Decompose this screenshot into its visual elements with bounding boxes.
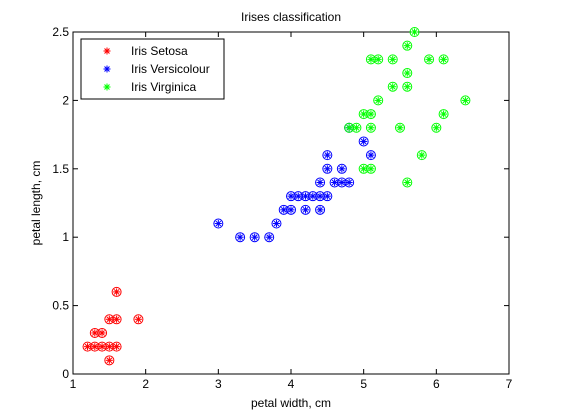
chart-title: Irises classification	[241, 10, 341, 24]
x-axis-ticks: 1 2 3 4 5 6 7	[70, 32, 513, 391]
data-point-series-2	[358, 136, 369, 147]
y-tick-label: 0	[62, 367, 69, 381]
data-point-series-3	[402, 177, 413, 188]
data-point-series-2	[307, 191, 318, 202]
data-point-series-2	[322, 191, 333, 202]
data-point-series-3	[402, 40, 413, 51]
data-point-series-2	[315, 204, 326, 215]
legend-label: Iris Versicolour	[131, 62, 210, 76]
legend-label: Iris Setosa	[131, 44, 188, 58]
data-point-series-1	[111, 314, 122, 325]
y-axis-ticks: 0 0.5 1 1.5 2 2.5	[52, 25, 509, 381]
data-point-series-3	[395, 122, 405, 133]
data-point-series-3	[460, 95, 471, 106]
data-point-series-2	[235, 232, 246, 243]
data-point-series-2	[300, 191, 311, 202]
y-tick-label: 2	[62, 93, 69, 107]
x-tick-label: 7	[506, 377, 513, 391]
data-point-series-3	[387, 54, 398, 65]
data-point-series-3	[416, 150, 427, 161]
data-point-series-2	[365, 150, 376, 161]
data-points	[82, 27, 471, 366]
x-tick-label: 5	[360, 377, 367, 391]
data-point-series-3	[387, 81, 398, 92]
data-point-series-3	[424, 54, 435, 65]
data-point-series-3	[409, 27, 420, 37]
data-point-series-2	[315, 177, 326, 188]
legend-entry: Iris Setosa	[103, 44, 188, 58]
data-point-series-3	[373, 54, 384, 65]
data-point-series-3	[402, 68, 413, 79]
legend-marker	[103, 47, 111, 55]
y-tick-label: 2.5	[52, 25, 69, 39]
data-point-series-2	[322, 150, 333, 161]
data-point-series-3	[402, 81, 413, 92]
data-point-series-2	[264, 232, 275, 243]
y-axis-label: petal length, cm	[29, 161, 43, 246]
data-point-series-1	[97, 327, 108, 338]
y-tick-label: 0.5	[52, 299, 69, 313]
data-point-series-3	[431, 122, 442, 133]
data-point-series-3	[365, 109, 376, 120]
x-axis-label: petal width, cm	[251, 396, 331, 410]
data-point-series-3	[438, 109, 449, 120]
data-point-series-2	[336, 163, 347, 174]
legend-entry: Iris Versicolour	[103, 62, 210, 76]
x-tick-label: 4	[288, 377, 295, 391]
x-tick-label: 1	[70, 377, 77, 391]
data-point-series-2	[249, 232, 260, 243]
data-point-series-3	[365, 122, 376, 133]
data-point-series-2	[344, 177, 355, 188]
y-tick-label: 1.5	[52, 162, 69, 176]
data-point-series-3	[438, 54, 449, 65]
data-point-series-1	[133, 314, 144, 325]
data-point-series-2	[213, 218, 224, 229]
data-point-series-1	[111, 286, 122, 297]
x-tick-label: 2	[142, 377, 149, 391]
x-tick-label: 6	[433, 377, 440, 391]
y-tick-label: 1	[62, 230, 69, 244]
data-point-series-2	[322, 163, 333, 174]
data-point-series-1	[104, 355, 115, 366]
legend-marker	[103, 65, 111, 73]
data-point-series-3	[365, 163, 376, 174]
legend-entry: Iris Virginica	[103, 80, 196, 94]
data-point-series-1	[111, 341, 122, 352]
data-point-series-2	[300, 204, 311, 215]
legend-marker	[103, 83, 111, 91]
data-point-series-3	[373, 95, 384, 106]
x-tick-label: 3	[215, 377, 222, 391]
data-point-series-3	[351, 122, 362, 133]
data-point-series-2	[286, 204, 296, 215]
data-point-series-2	[271, 218, 282, 229]
legend-label: Iris Virginica	[131, 80, 196, 94]
data-point-series-1	[97, 341, 108, 352]
data-point-series-3	[358, 109, 369, 120]
legend: Iris Setosa Iris Versicolour Iris Virginic…	[80, 38, 225, 100]
